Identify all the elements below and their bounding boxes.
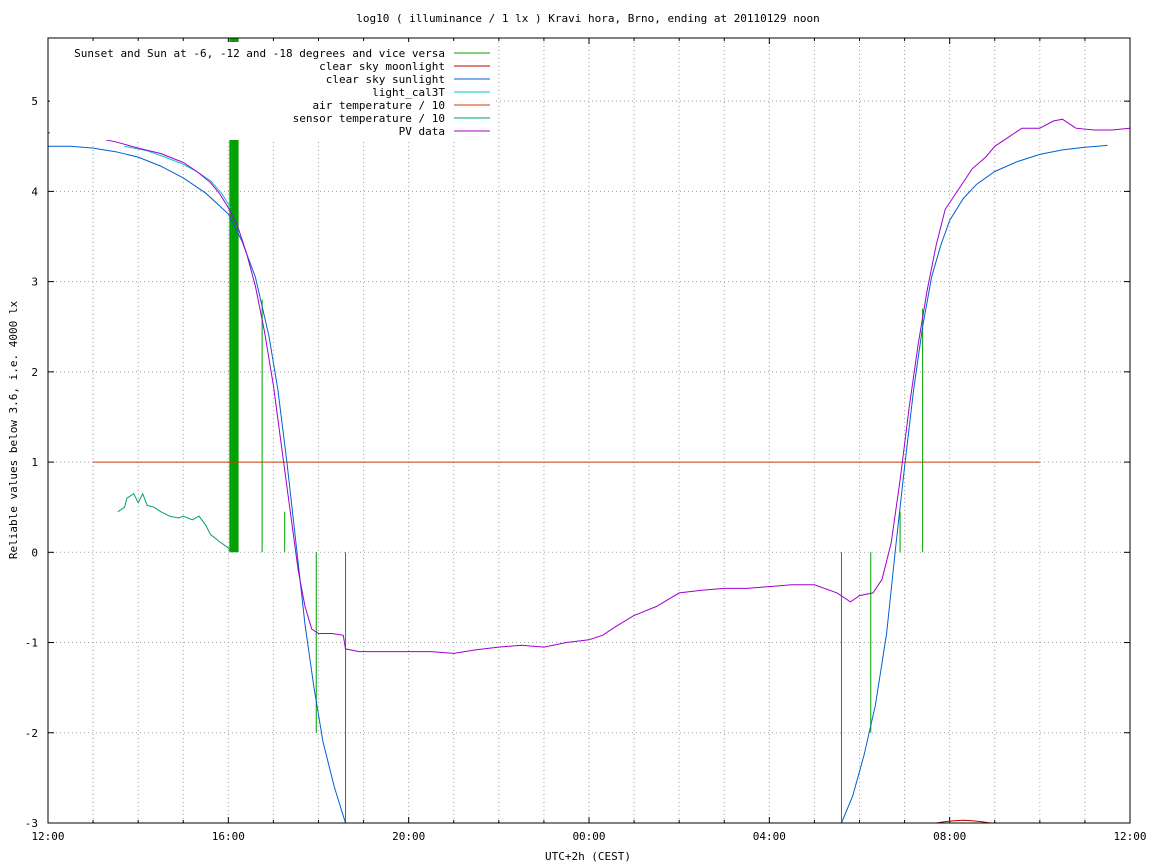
y-tick-label: 4 (31, 185, 38, 198)
x-axis-label: UTC+2h (CEST) (545, 850, 631, 863)
legend-label: clear sky sunlight (326, 73, 445, 86)
x-tick-label: 12:00 (1113, 830, 1146, 843)
legend-label: sensor temperature / 10 (293, 112, 445, 125)
legend-label: light_cal3T (372, 86, 445, 99)
y-tick-label: -3 (25, 817, 38, 830)
x-tick-label: 12:00 (31, 830, 64, 843)
y-tick-label: -2 (25, 727, 38, 740)
legend-label: clear sky moonlight (319, 60, 445, 73)
legend-background (50, 42, 496, 140)
legend: Sunset and Sun at -6, -12 and -18 degree… (50, 42, 496, 140)
y-tick-label: 3 (31, 276, 38, 289)
y-tick-label: 1 (31, 456, 38, 469)
x-tick-label: 16:00 (212, 830, 245, 843)
series-sunset-and-sun-at-6-12-and-18-degrees-and-vice-versa (229, 38, 924, 823)
series-pv-data (47, 118, 1131, 654)
legend-label: air temperature / 10 (313, 99, 445, 112)
x-tick-label: 04:00 (753, 830, 786, 843)
x-tick-label: 20:00 (392, 830, 425, 843)
x-tick-label: 08:00 (933, 830, 966, 843)
series-clear-sky-moonlight (936, 819, 991, 824)
y-tick-label: 0 (31, 546, 38, 559)
series-light-cal3t (124, 145, 232, 208)
y-tick-label: -1 (25, 637, 38, 650)
series-clear-sky-sunlight (48, 144, 1108, 824)
x-tick-label: 00:00 (572, 830, 605, 843)
legend-label: PV data (399, 125, 445, 138)
y-axis-label: Reliable values below 3.6, i.e. 4000 lx (7, 300, 20, 559)
legend-label: Sunset and Sun at -6, -12 and -18 degree… (74, 47, 445, 60)
chart-title: log10 ( illuminance / 1 lx ) Kravi hora,… (356, 12, 820, 25)
series-sensor-temperature-10 (117, 492, 232, 553)
y-tick-label: 2 (31, 366, 38, 379)
axes: 12:00 16:00 20:00 00:00 04:00 08:00 12:00 5 4 3 2 1… (25, 38, 1147, 843)
grid (48, 38, 1130, 823)
plot-frame (47, 37, 1131, 824)
y-tick-label: 5 (31, 95, 38, 108)
